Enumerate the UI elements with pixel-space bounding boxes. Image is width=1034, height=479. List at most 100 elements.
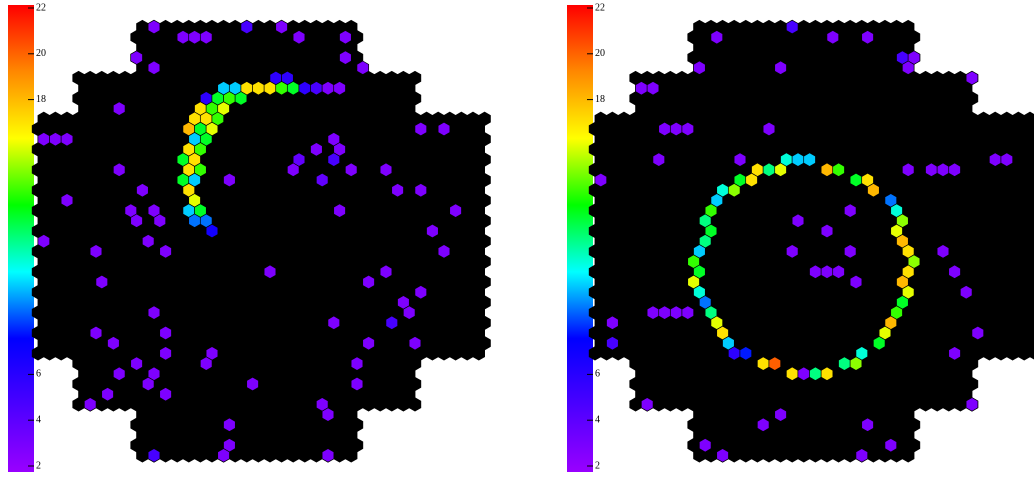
colorbar-tick-label: 20 [36, 48, 46, 59]
lit-pixel [635, 80, 648, 96]
lit-pixel [658, 121, 671, 137]
lit-pixel [199, 29, 213, 45]
camera-pixel [1029, 306, 1034, 319]
camera-pixel [449, 346, 462, 361]
lit-pixel [350, 376, 364, 392]
lit-pixel [153, 213, 167, 229]
camera-pixel [844, 448, 857, 463]
lit-pixel [948, 162, 961, 178]
lit-pixel [727, 346, 741, 361]
lit-pixel [414, 182, 428, 198]
camera-pixel [275, 448, 288, 463]
lit-pixel [130, 213, 143, 229]
lit-pixel [37, 233, 51, 249]
lit-pixel [379, 264, 393, 280]
lit-pixel [275, 19, 288, 35]
camera-pixel [55, 346, 68, 361]
lit-pixel [785, 244, 799, 259]
lit-pixel [176, 29, 190, 45]
camera-pixel [652, 397, 665, 412]
lit-pixel [315, 172, 329, 188]
lit-pixel [832, 264, 845, 280]
camera-pixel [397, 397, 410, 412]
lit-pixel [286, 80, 300, 96]
lit-pixel [141, 376, 155, 392]
camera-pixel [171, 448, 184, 463]
lit-pixel [640, 397, 654, 412]
lit-pixel [652, 152, 666, 167]
camera-pixel [1029, 265, 1034, 278]
lit-pixel [959, 284, 973, 300]
lit-pixel [768, 356, 782, 371]
camera-pixel [426, 346, 439, 361]
lit-pixel [83, 397, 97, 412]
camera-pixel [194, 448, 207, 463]
lit-pixel [681, 305, 695, 320]
lit-pixel [669, 305, 683, 320]
lit-pixel [286, 162, 300, 178]
lit-pixel [437, 121, 451, 137]
lit-pixel [774, 407, 787, 422]
lit-pixel [217, 448, 230, 463]
camera-pixel [1029, 224, 1034, 238]
lit-pixel [437, 244, 451, 259]
lit-pixel [310, 142, 323, 157]
camera-pixel [461, 346, 474, 361]
lit-pixel [101, 386, 114, 402]
camera-pixel [385, 397, 398, 412]
lit-pixel [414, 284, 428, 300]
lit-pixel [733, 152, 747, 167]
camera-pixel [762, 448, 776, 463]
lit-pixel [344, 162, 358, 178]
lit-pixel [727, 182, 741, 198]
lit-pixel [350, 356, 364, 371]
lit-pixel [246, 376, 259, 392]
lit-pixel [136, 182, 149, 198]
camera-pixel [954, 397, 967, 412]
lit-pixel [223, 172, 236, 188]
lit-pixel [112, 162, 126, 178]
lit-pixel [849, 356, 863, 371]
lit-pixel [867, 182, 880, 198]
camera-pixel [820, 448, 834, 463]
lit-pixel [774, 162, 787, 178]
lit-pixel [402, 305, 416, 320]
camera-pixel [1006, 346, 1019, 361]
lit-pixel [843, 244, 857, 259]
colorbar-tick-label: 4 [36, 414, 41, 425]
lit-pixel [861, 417, 874, 433]
lit-pixel [762, 162, 776, 178]
lit-pixel [710, 29, 724, 45]
lit-pixel [49, 131, 62, 147]
camera-pixel [942, 397, 955, 412]
lit-pixel [901, 162, 915, 178]
camera-pixel [310, 448, 323, 463]
lit-pixel [681, 121, 695, 137]
colorbar-tick-label: 6 [595, 369, 600, 380]
lit-pixel [965, 397, 979, 412]
lit-pixel [449, 203, 462, 218]
camera-pixel [751, 448, 764, 463]
lit-pixel [693, 60, 706, 76]
camera-pixel [159, 448, 172, 463]
lit-pixel [60, 193, 74, 208]
lit-pixel [820, 366, 834, 382]
lit-pixel [756, 356, 770, 371]
lit-pixel [159, 244, 172, 259]
lit-pixel [333, 203, 346, 218]
camera-pixel [345, 448, 358, 463]
camera-pixel [1029, 286, 1034, 299]
lit-pixel [809, 366, 822, 382]
lit-pixel [147, 60, 161, 76]
lit-pixel [89, 244, 103, 259]
colorbar-tick-label: 18 [36, 94, 46, 105]
lit-pixel [948, 346, 961, 361]
lit-pixel [606, 335, 619, 351]
lit-pixel [339, 50, 352, 65]
lit-pixel [263, 264, 277, 280]
camera-pixel [1029, 245, 1034, 258]
lit-pixel [820, 162, 834, 178]
camera-pixel [1029, 347, 1034, 360]
lit-pixel [362, 335, 375, 351]
camera-pixel [867, 448, 880, 463]
